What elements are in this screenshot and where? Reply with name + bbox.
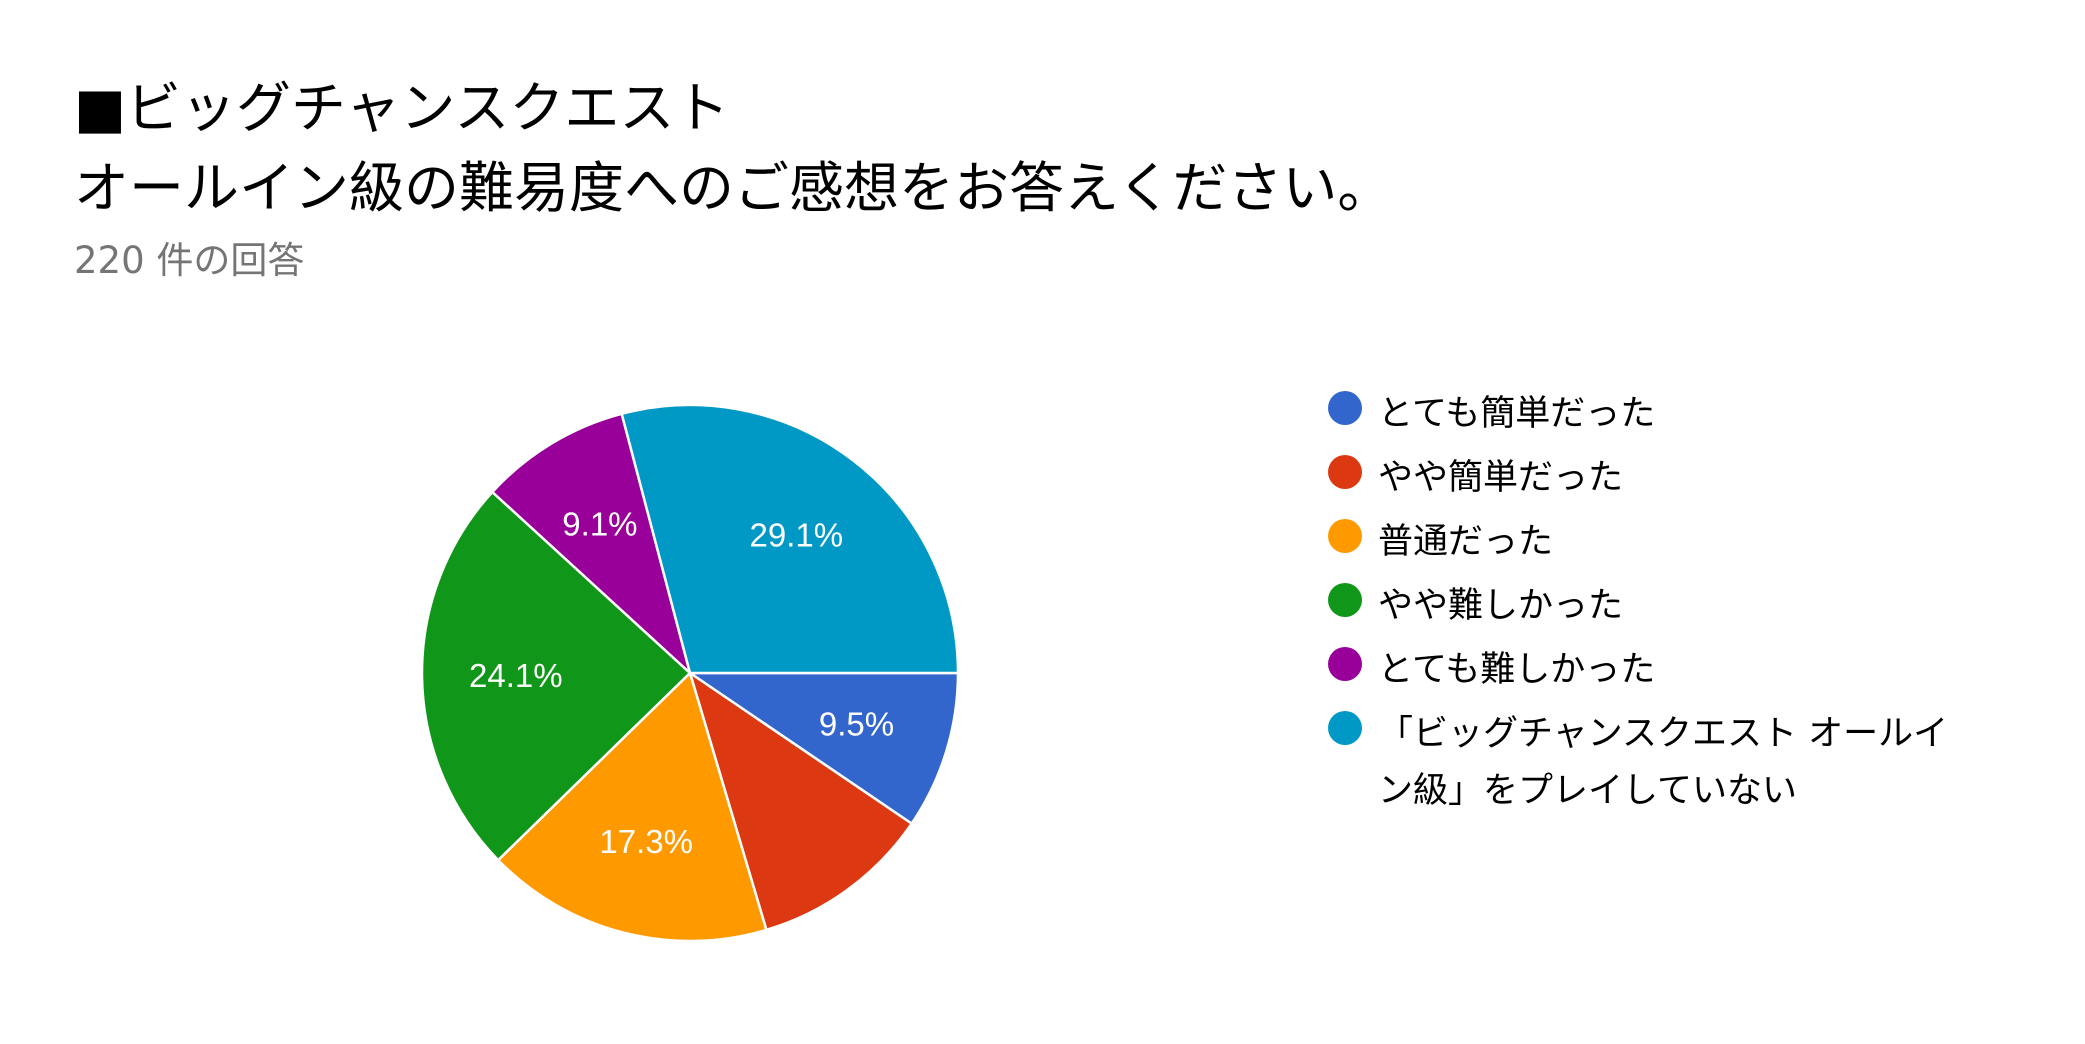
legend-swatch-icon (1328, 391, 1362, 425)
pie-slice-label: 29.1% (750, 517, 844, 554)
chart-title-line-2: オールイン級の難易度へのご感想をお答えください。 (74, 156, 1393, 220)
legend-swatch-icon (1328, 711, 1362, 745)
pie-slice[interactable] (687, 669, 914, 932)
legend-item[interactable]: やや難しかった (1328, 578, 2028, 635)
legend-label: やや簡単だった (1378, 458, 1624, 498)
legend-label: 「ビッグチャンスクエスト オールイン級」をプレイしていない (1378, 714, 1949, 811)
pie-labels: 9.5% 17.3% 24.1% 9.1% 29.1% (469, 505, 894, 860)
legend-label: とても簡単だった (1378, 394, 1656, 434)
chart-title-line-1: ■ビッグチャンスクエスト (74, 76, 730, 140)
pie-slices (420, 403, 960, 943)
pie-slice[interactable] (420, 490, 692, 862)
legend-label: 普通だった (1378, 522, 1554, 562)
pie-slice[interactable] (685, 671, 960, 826)
legend-swatch-icon (1328, 455, 1362, 489)
chart-title: ■ビッグチャンスクエスト オールイン級の難易度へのご感想をお答えください。 (74, 68, 1974, 228)
pie-slice-label: 9.5% (819, 706, 894, 743)
legend-swatch-icon (1328, 647, 1362, 681)
legend-item[interactable]: 「ビッグチャンスクエスト オールイン級」をプレイしていない (1328, 706, 2028, 820)
legend-item[interactable]: やや簡単だった (1328, 450, 2028, 507)
legend-item[interactable]: 普通だった (1328, 514, 2028, 571)
chart-legend: とても簡単だった やや簡単だった 普通だった やや難しかった とても難しかった … (1328, 391, 2028, 833)
pie-slice-label: 24.1% (469, 657, 563, 694)
legend-item[interactable]: とても簡単だった (1328, 386, 2028, 443)
pie-slice-label: 17.3% (599, 823, 693, 860)
pie-slice[interactable] (496, 670, 768, 943)
legend-item[interactable]: とても難しかった (1328, 642, 2028, 699)
legend-swatch-icon (1328, 519, 1362, 553)
legend-label: やや難しかった (1378, 586, 1624, 626)
pie-slice-label: 9.1% (562, 505, 637, 542)
pie-slice[interactable] (620, 403, 960, 675)
pie-slice[interactable] (490, 412, 693, 677)
response-count: 220 件の回答 (74, 239, 305, 282)
legend-label: とても難しかった (1378, 650, 1656, 690)
legend-swatch-icon (1328, 583, 1362, 617)
